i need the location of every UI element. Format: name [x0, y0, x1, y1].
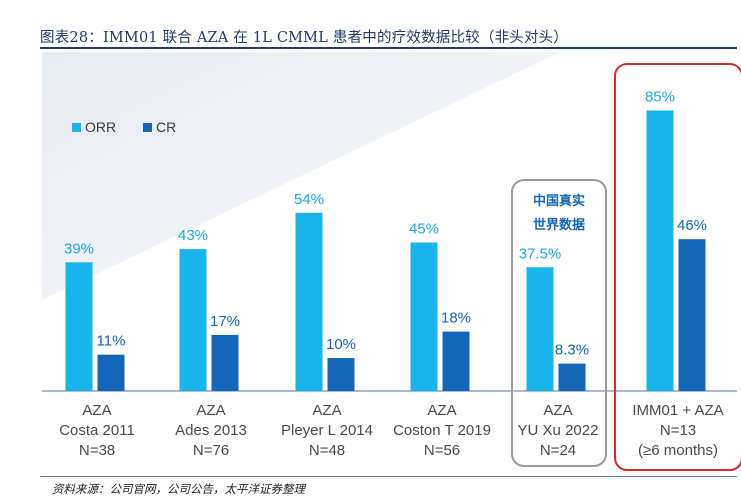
imm01-highlight-box [614, 63, 741, 471]
category-label-0-0: AZA [82, 402, 111, 419]
legend-label-cr: CR [156, 119, 176, 135]
figure-title: 图表28：IMM01 联合 AZA 在 1L CMML 患者中的疗效数据比较（非… [40, 30, 569, 46]
bar-cr-5 [678, 239, 706, 391]
value-label-orr-0: 39% [64, 240, 94, 257]
bar-cr-4 [558, 363, 586, 391]
category-label-4-1: YU Xu 2022 [518, 422, 599, 439]
bar-orr-0 [65, 262, 93, 391]
bar-orr-5 [646, 110, 674, 391]
source-divider [40, 476, 737, 477]
category-label-3-1: Coston T 2019 [393, 422, 491, 439]
category-label-5-0: IMM01 + AZA [632, 402, 723, 419]
legend-swatch-cr [143, 123, 152, 132]
category-label-5-2: (≥6 months) [638, 442, 718, 459]
legend-swatch-orr [72, 123, 81, 132]
bar-cr-0 [97, 354, 125, 391]
bar-cr-1 [211, 334, 239, 391]
legend-label-orr: ORR [85, 119, 116, 135]
bar-cr-2 [327, 358, 355, 391]
source-note: 资料来源：公司官网，公司公告，太平洋证券整理 [52, 482, 305, 496]
category-label-0-2: N=38 [79, 442, 115, 459]
value-label-orr-3: 45% [409, 221, 439, 238]
bar-orr-1 [179, 249, 207, 391]
value-label-cr-2: 10% [326, 336, 356, 353]
bar-orr-3 [410, 242, 438, 391]
bar-orr-4 [526, 267, 554, 391]
value-label-orr-5: 85% [645, 89, 675, 106]
category-label-0-1: Costa 2011 [59, 422, 135, 439]
value-label-orr-4: 37.5% [519, 245, 562, 262]
category-label-1-0: AZA [196, 402, 225, 419]
bar-orr-2 [295, 212, 323, 391]
category-label-4-0: AZA [543, 402, 572, 419]
category-label-3-0: AZA [427, 402, 456, 419]
category-label-2-0: AZA [312, 402, 341, 419]
title-divider [40, 47, 737, 49]
value-label-cr-0: 11% [97, 333, 126, 350]
category-label-2-2: N=48 [309, 442, 345, 459]
category-label-5-1: N=13 [660, 422, 696, 439]
category-label-2-1: Pleyer L 2014 [281, 422, 373, 439]
value-label-cr-4: 8.3% [555, 342, 589, 359]
real-world-data-box [511, 179, 607, 467]
real-world-data-note: 世界数据 [533, 217, 585, 233]
value-label-cr-3: 18% [441, 310, 471, 327]
category-label-4-2: N=24 [540, 442, 576, 459]
bar-cr-3 [442, 331, 470, 391]
value-label-cr-1: 17% [210, 313, 240, 330]
value-label-orr-1: 43% [178, 227, 208, 244]
value-label-cr-5: 46% [677, 217, 707, 234]
category-label-1-2: N=76 [193, 442, 229, 459]
category-label-3-2: N=56 [424, 442, 460, 459]
real-world-data-note: 中国真实 [533, 193, 585, 209]
background-band [42, 52, 560, 300]
value-label-orr-2: 54% [294, 191, 324, 208]
category-label-1-1: Ades 2013 [175, 422, 247, 439]
